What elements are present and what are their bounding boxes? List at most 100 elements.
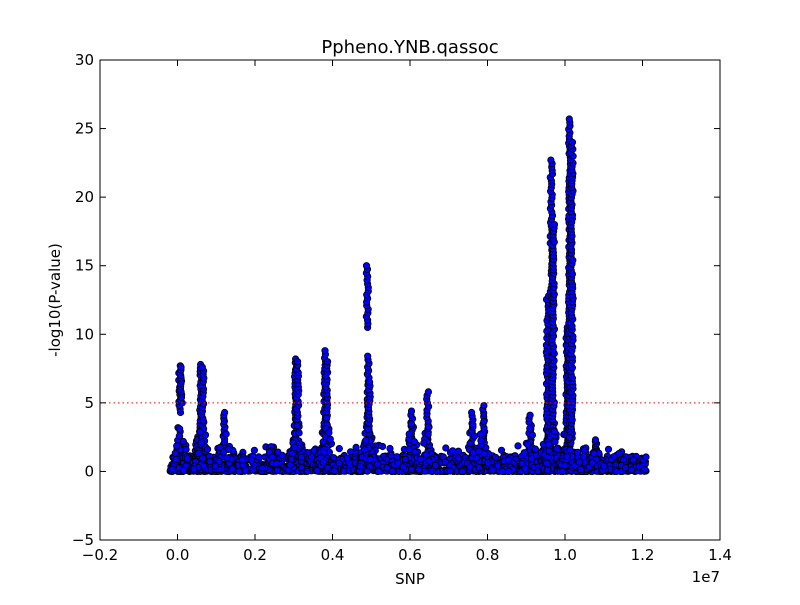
snp-point [177,363,185,371]
snp-point [407,420,416,428]
snp-point [580,446,588,454]
snp-point [255,453,263,461]
y-tick-label: 5 [84,394,94,412]
x-axis-ticks: −0.2 0.0 0.2 0.4 0.6 0.8 1.0 1.2 1.4 [82,60,732,564]
snp-point [198,439,206,447]
snp-point [566,446,574,454]
x-axis-multiplier: 1e7 [692,568,720,586]
snp-point [388,467,396,475]
y-tick-label: 10 [75,325,94,343]
snp-point [405,430,413,438]
snp-point [387,452,395,460]
snp-point [411,448,419,456]
snp-point [416,455,424,463]
snp-point [373,460,382,468]
snp-point [575,458,583,466]
snp-point [297,453,306,461]
snp-point [470,432,479,440]
snp-point [365,378,374,386]
snp-point [335,444,343,453]
snp-point [346,448,355,456]
snp-point [550,221,559,229]
snp-point [295,429,303,437]
snp-point [223,454,231,462]
snp-point [323,358,332,366]
snp-point [303,467,311,475]
snp-point [199,416,207,424]
snp-point [577,465,585,474]
snp-point [221,408,229,417]
snp-point [446,467,454,475]
snp-point [545,447,553,455]
x-tick-label: 1.2 [631,546,655,564]
snp-point [323,414,331,422]
snp-point [211,462,219,470]
snp-point [469,421,477,429]
snp-point [190,465,198,473]
chart-title: Ppheno.YNB.qassoc [321,37,498,58]
snp-point [405,445,413,453]
snp-point [206,458,214,466]
snp-point [286,461,294,469]
snp-point [330,467,339,475]
snp-point [273,466,281,474]
snp-point [268,453,276,461]
snp-point [621,463,630,472]
snp-point [352,443,360,451]
snp-point [321,347,329,355]
y-tick-label: 20 [75,188,94,206]
snp-point [547,156,555,164]
snp-point [504,456,513,464]
snp-point [424,388,432,396]
snp-point [393,453,401,461]
snp-point [297,463,306,472]
snp-point [568,138,577,146]
snp-point [441,458,449,466]
snp-point [558,467,567,475]
snp-point [356,462,365,471]
y-tick-label: 0 [84,462,94,480]
snp-point [182,445,190,454]
y-tick-label: 15 [75,257,94,275]
y-tick-label: 30 [75,51,94,69]
x-tick-label: 0.2 [243,546,267,564]
snp-point [551,438,559,446]
snp-point [458,467,466,475]
snp-point [475,463,483,472]
snp-point [615,449,623,458]
snp-point [366,455,374,463]
snp-point [363,467,371,475]
snp-point [362,262,371,270]
snp-point [250,446,258,454]
snp-point [431,461,440,469]
snp-point [600,462,608,470]
snp-point [476,430,485,438]
snp-point [386,444,394,453]
snp-point [215,457,223,465]
points-layer [166,115,650,475]
snp-point [574,448,582,456]
snp-point [242,466,250,475]
snp-point [629,456,638,464]
snp-point [171,449,179,457]
snp-point [196,428,204,436]
snp-point [590,449,598,457]
snp-point [179,437,187,446]
snp-point [235,467,243,475]
snp-point [319,458,327,466]
x-tick-label: 0.6 [398,546,422,564]
snp-point [222,430,230,438]
snp-point [258,464,266,472]
snp-point [472,454,481,462]
y-axis-ticks: −5 0 5 10 15 20 25 30 [72,51,720,549]
snp-point [477,436,485,445]
snp-point [272,459,281,468]
snp-point [627,466,636,474]
snp-point [374,467,383,475]
snp-point [228,465,236,473]
snp-point [204,445,212,453]
snp-point [563,453,571,461]
